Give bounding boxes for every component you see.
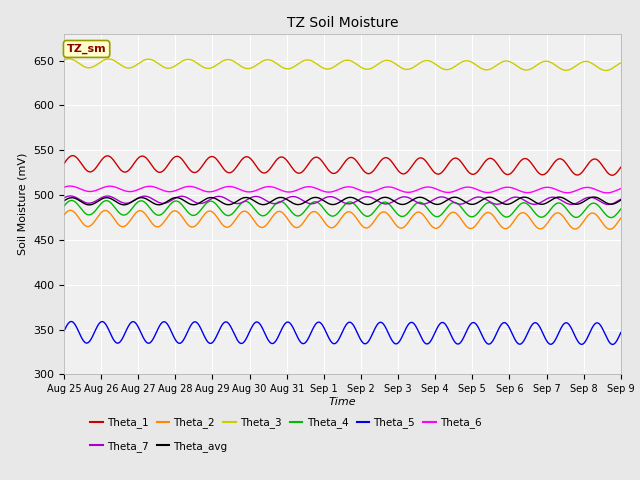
X-axis label: Time: Time bbox=[328, 397, 356, 407]
Title: TZ Soil Moisture: TZ Soil Moisture bbox=[287, 16, 398, 30]
Y-axis label: Soil Moisture (mV): Soil Moisture (mV) bbox=[17, 153, 28, 255]
Text: TZ_sm: TZ_sm bbox=[67, 44, 106, 54]
Legend: Theta_7, Theta_avg: Theta_7, Theta_avg bbox=[86, 437, 232, 456]
